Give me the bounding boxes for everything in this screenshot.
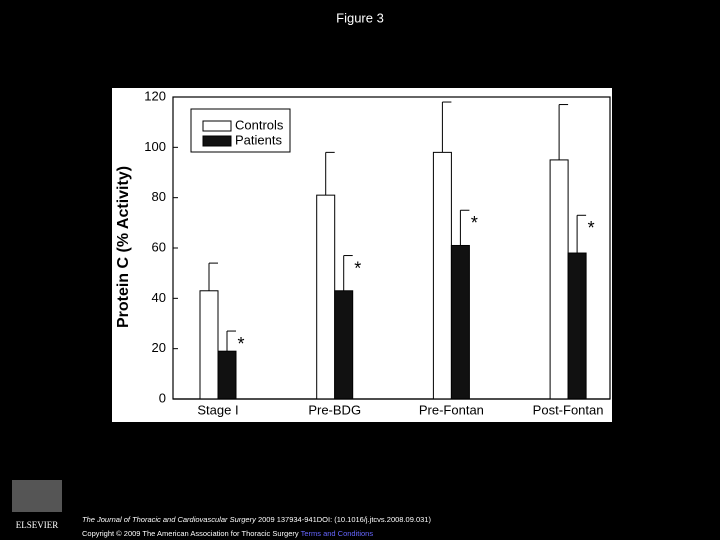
y-tick-label: 80: [152, 189, 166, 204]
bar: [432, 151, 452, 400]
legend-label: Patients: [235, 132, 282, 147]
bar: [199, 290, 219, 400]
significance-mark: *: [588, 218, 595, 238]
x-tick-label: Pre-Fontan: [419, 402, 484, 417]
y-tick-label: 0: [159, 390, 166, 405]
copyright: Copyright © 2009 The American Associatio…: [82, 529, 299, 538]
legend-label: Controls: [235, 117, 284, 132]
significance-mark: *: [237, 334, 244, 354]
y-axis-label: Protein C (% Activity): [115, 166, 132, 328]
legend-box: [190, 108, 291, 153]
y-tick-label: 40: [152, 290, 166, 305]
x-tick-label: Stage I: [197, 402, 238, 417]
logo-tree: [12, 480, 62, 512]
y-tick-label: 120: [144, 88, 166, 103]
x-tick-label: Pre-BDG: [308, 402, 361, 417]
chart-background: [112, 88, 612, 422]
terms-link[interactable]: Terms and Conditions: [300, 529, 374, 538]
figure-title: Figure 3: [336, 10, 384, 25]
copyright-line: Copyright © 2009 The American Associatio…: [82, 529, 373, 538]
bar: [316, 194, 336, 400]
bar: [567, 252, 587, 400]
journal-name: The Journal of Thoracic and Cardiovascul…: [82, 515, 256, 524]
x-tick-label: Post-Fontan: [533, 402, 604, 417]
y-tick-label: 100: [144, 139, 166, 154]
citation: 2009 137934-941DOI: (10.1016/j.jtcvs.200…: [257, 515, 431, 524]
significance-mark: *: [354, 258, 361, 278]
legend-swatch: [202, 135, 232, 147]
bar: [450, 244, 470, 400]
legend-swatch: [202, 120, 232, 132]
citation-line: The Journal of Thoracic and Cardiovascul…: [82, 515, 431, 524]
bar: [217, 350, 237, 400]
bar: [549, 159, 569, 400]
y-tick-label: 20: [152, 340, 166, 355]
bar: [334, 290, 354, 400]
y-tick-label: 60: [152, 239, 166, 254]
logo-text: ELSEVIER: [16, 520, 59, 530]
significance-mark: *: [471, 213, 478, 233]
